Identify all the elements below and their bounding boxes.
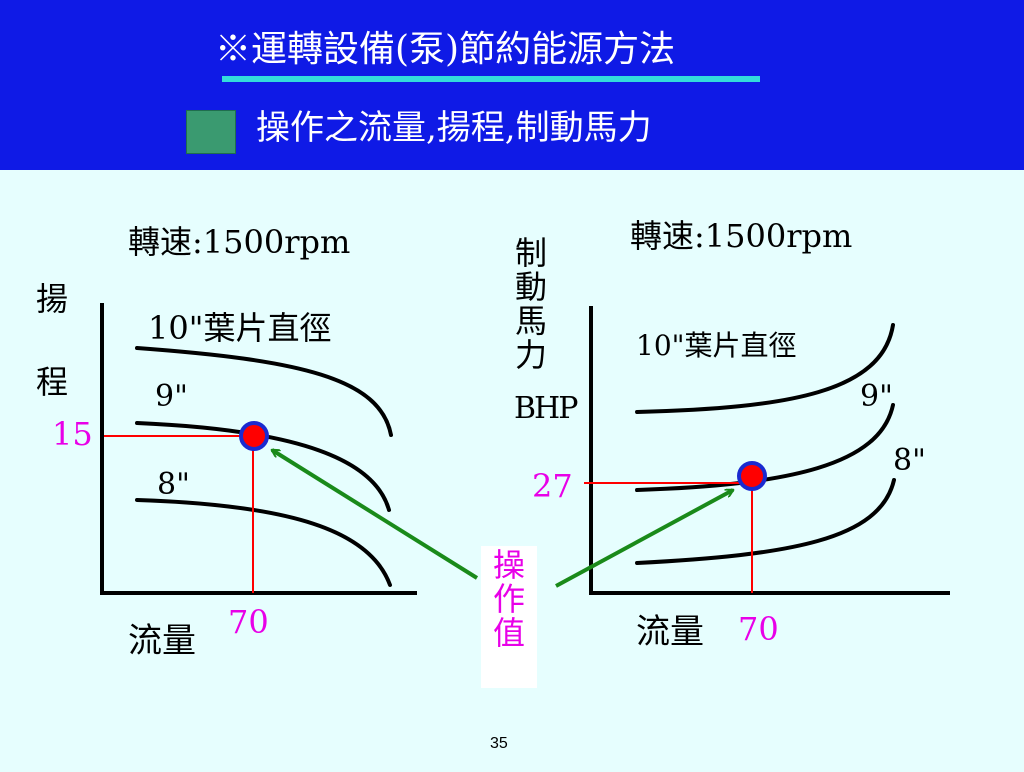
right-curve-label-8in: 8" [893,443,926,478]
right-operating-flow-value: 70 [738,610,779,648]
left-curve-label-8in: 8" [157,467,190,502]
left-operating-flow-value: 70 [228,603,269,641]
right-y-label: 制 動 馬 力 [514,236,548,372]
left-operating-point [239,421,269,451]
header-bar: ※運轉設備(泵)節約能源方法 操作之流量,揚程,制動馬力 [0,0,1024,170]
right-y-label-char: 馬 [514,302,547,340]
right-y-label-char: 動 [514,268,547,306]
operating-value-char: 值 [492,614,525,652]
right-speed-label: 轉速:1500rpm [630,217,853,255]
bullet-square-icon [186,110,236,154]
arrow-to-left-point [272,448,479,580]
diagram-canvas [0,170,1024,768]
right-x-label: 流量 [636,612,704,652]
left-curve-label-9in: 9" [155,379,188,414]
left-y-label-1: 揚 [36,280,69,318]
right-y-label-char: 力 [514,336,547,374]
page-subtitle: 操作之流量,揚程,制動馬力 [256,108,652,148]
page-title: ※運轉設備(泵)節約能源方法 [215,29,676,70]
operating-value-char: 作 [492,580,525,618]
left-axes [100,303,417,595]
left-curve-8in [135,498,392,587]
page-number: 35 [490,735,508,752]
left-curve-10in [135,346,393,437]
left-y-label-2: 程 [36,363,69,401]
right-y-label-char: 制 [514,234,547,272]
pump-curve-diagram [100,303,950,595]
operating-value-char: 操 [492,546,525,584]
left-curve-label-10in: 10"葉片直徑 [148,309,332,347]
left-operating-head-value: 15 [52,415,93,453]
right-operating-point [737,461,767,491]
operating-value-label: 操 作 值 [492,548,526,650]
right-curve-label-9in: 9" [860,379,893,414]
arrow-to-right-point [555,488,733,588]
left-curve-9in [135,421,391,512]
right-curve-8in [635,478,896,565]
left-x-label: 流量 [128,621,196,661]
title-underline [222,76,760,82]
right-curve-9in [635,403,895,492]
right-y-label-unit: BHP [514,391,578,426]
right-curve-10in [635,323,895,414]
right-axes [589,306,950,595]
right-curve-label-10in: 10"葉片直徑 [636,329,797,362]
operating-value-box [481,546,537,688]
left-speed-label: 轉速:1500rpm [128,223,351,261]
right-operating-bhp-value: 27 [532,467,573,505]
